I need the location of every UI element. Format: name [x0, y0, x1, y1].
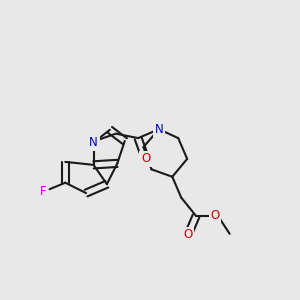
Text: N: N	[89, 136, 98, 149]
Text: F: F	[40, 184, 46, 197]
Text: O: O	[210, 209, 219, 223]
Text: N: N	[154, 123, 163, 136]
Text: O: O	[141, 152, 150, 165]
Text: O: O	[183, 228, 193, 241]
